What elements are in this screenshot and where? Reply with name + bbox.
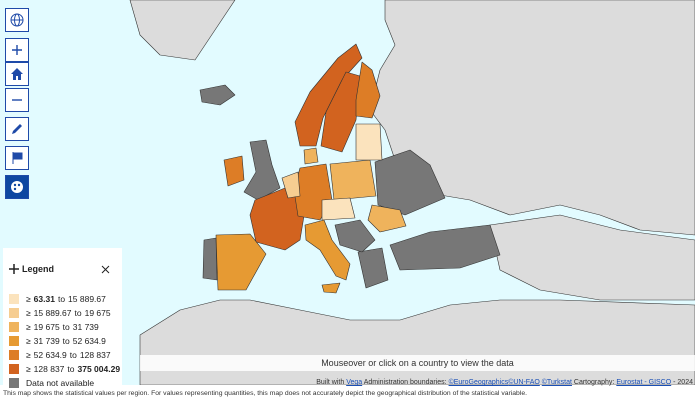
legend-connector: to [74,308,82,318]
legend-item: ≥19 675 to 31 739 [9,320,116,334]
link[interactable]: ©EuroGeographics [448,379,509,386]
ireland[interactable] [223,155,245,187]
italy[interactable] [304,219,351,281]
text: Cartography: [573,379,615,386]
spain[interactable] [215,233,267,291]
legend-swatch [9,364,19,374]
move-icon[interactable] [9,264,19,274]
poland[interactable] [329,159,377,201]
legend-items: ≥63.31 to 15 889.67 ≥15 889.67 to 19 675 ≥19 6… [9,292,120,376]
attribution: Built with Vega Administration boundarie… [316,379,693,386]
text: Built with [316,379,345,386]
czechia-austria[interactable] [321,197,356,221]
legend-connector: to [69,350,77,360]
legend-connector: to [62,322,70,332]
legend-min: 63.31 [33,294,55,304]
legend-swatch [9,350,19,360]
link[interactable]: ©UN-FAO [508,379,540,386]
hint: Mouseover or click on a country to view … [140,355,695,371]
legend-max: 375 004.29 [77,364,121,374]
home-button[interactable] [5,62,29,86]
romania[interactable] [367,204,407,233]
footnote: This map shows the statistical values pe… [3,390,528,397]
palette-button[interactable] [5,175,29,199]
legend-max: 31 739 [72,322,99,332]
link[interactable]: Eurostat - GISCO [616,379,672,386]
middle-east[interactable] [489,214,695,301]
legend-symbol: ≥ [26,350,31,360]
legend-min: 52 634.9 [33,350,67,360]
legend-item: ≥128 837 to 375 004.29 [9,362,120,376]
turkey[interactable] [389,224,501,271]
sicily[interactable] [321,282,341,294]
iceland[interactable] [199,84,236,106]
legend-symbol: ≥ [26,336,31,346]
denmark[interactable] [303,147,319,165]
uk[interactable] [243,139,281,201]
legend-connector: to [62,336,70,346]
legend-min: 31 739 [33,336,60,346]
legend-swatch [9,322,19,332]
baltics[interactable] [355,123,383,161]
legend-label: Data not available [26,378,95,388]
globe-button[interactable] [5,8,29,32]
greece[interactable] [357,247,389,289]
legend-title: Legend [22,264,55,274]
legend: Legend ≥63.31 to 15 889.67 ≥15 889.67 to 19 6… [3,248,122,392]
legend-header: Legend [9,264,116,274]
legend-swatch [9,336,19,346]
legend-symbol: ≥ [26,294,31,304]
norway[interactable] [294,43,363,147]
legend-swatch [9,308,19,318]
legend-max: 15 889.67 [68,294,106,304]
link[interactable]: ©Turkstat [541,379,572,386]
draw-button[interactable] [5,117,29,141]
legend-item: ≥15 889.67 to 19 675 [9,306,116,320]
legend-item: ≥52 634.9 to 128 837 [9,348,116,362]
legend-max: 52 634.9 [72,336,106,346]
bookmark-button[interactable] [5,146,29,170]
text: - 2024 [673,379,693,386]
portugal[interactable] [202,237,218,281]
legend-symbol: ≥ [26,308,31,318]
legend-swatch [9,378,19,388]
text: Administration boundaries: [363,379,447,386]
zoom-out-button[interactable] [5,88,29,112]
benelux[interactable] [281,171,301,199]
legend-connector: to [67,364,75,374]
greenland [129,0,236,61]
legend-item: ≥31 739 to 52 634.9 [9,334,116,348]
link[interactable]: Vega [346,379,363,386]
balkans[interactable] [334,219,376,253]
legend-min: 15 889.67 [33,308,72,318]
legend-min: 19 675 [33,322,60,332]
legend-symbol: ≥ [26,322,31,332]
legend-max: 19 675 [84,308,111,318]
finland[interactable] [355,61,381,119]
close-button[interactable] [101,265,110,274]
legend-swatch [9,294,19,304]
legend-item: Data not available [9,376,116,390]
legend-item: ≥63.31 to 15 889.67 [9,292,116,306]
zoom-in-button[interactable] [5,38,29,62]
legend-min: 128 837 [33,364,65,374]
legend-max: 128 837 [79,350,111,360]
belarus-ukraine[interactable] [374,149,446,216]
legend-connector: to [57,294,66,304]
legend-symbol: ≥ [26,364,31,374]
